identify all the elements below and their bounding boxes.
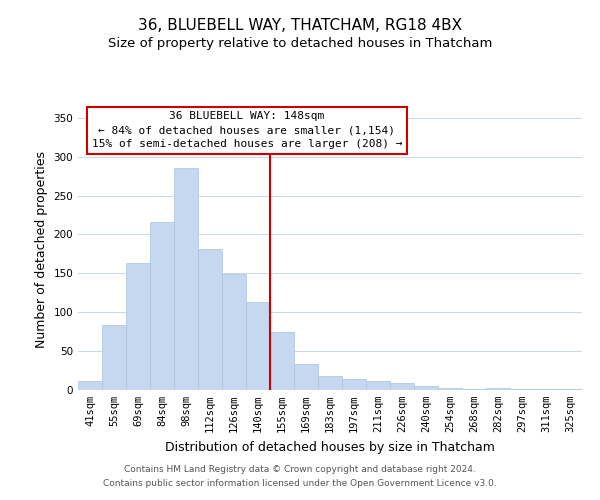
Bar: [198, 249, 222, 390]
Bar: [318, 376, 342, 390]
Bar: [534, 389, 558, 390]
X-axis label: Distribution of detached houses by size in Thatcham: Distribution of detached houses by size …: [165, 440, 495, 454]
Bar: [246, 302, 270, 390]
Bar: [438, 388, 462, 390]
Bar: [462, 389, 486, 390]
Text: 36, BLUEBELL WAY, THATCHAM, RG18 4BX: 36, BLUEBELL WAY, THATCHAM, RG18 4BX: [138, 18, 462, 32]
Bar: [150, 222, 174, 390]
Bar: [510, 389, 534, 390]
Text: Contains HM Land Registry data © Crown copyright and database right 2024.
Contai: Contains HM Land Registry data © Crown c…: [103, 466, 497, 487]
Bar: [390, 383, 414, 390]
Bar: [558, 389, 582, 390]
Bar: [270, 332, 294, 390]
Bar: [486, 388, 510, 390]
Bar: [342, 379, 366, 390]
Bar: [102, 326, 126, 390]
Bar: [366, 380, 390, 390]
Bar: [174, 168, 198, 390]
Bar: [222, 274, 246, 390]
Text: Size of property relative to detached houses in Thatcham: Size of property relative to detached ho…: [108, 38, 492, 51]
Bar: [78, 382, 102, 390]
Bar: [414, 386, 438, 390]
Y-axis label: Number of detached properties: Number of detached properties: [35, 152, 48, 348]
Bar: [294, 364, 318, 390]
Text: 36 BLUEBELL WAY: 148sqm
← 84% of detached houses are smaller (1,154)
15% of semi: 36 BLUEBELL WAY: 148sqm ← 84% of detache…: [92, 112, 402, 150]
Bar: [126, 263, 150, 390]
